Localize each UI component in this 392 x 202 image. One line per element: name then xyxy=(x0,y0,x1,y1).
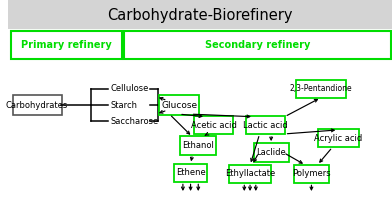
Text: Primary refinery: Primary refinery xyxy=(22,40,112,50)
Text: Ethyllactate: Ethyllactate xyxy=(225,169,275,178)
Text: Glucose: Glucose xyxy=(161,101,197,109)
Text: Saccharose: Saccharose xyxy=(110,117,158,126)
FancyBboxPatch shape xyxy=(246,116,285,134)
Text: Cellulose: Cellulose xyxy=(110,84,149,93)
Text: 2,3-Pentandione: 2,3-Pentandione xyxy=(290,84,352,93)
Text: Carbohydrates: Carbohydrates xyxy=(6,101,68,109)
FancyBboxPatch shape xyxy=(180,136,216,155)
FancyBboxPatch shape xyxy=(318,129,359,147)
Text: Laclide: Laclide xyxy=(256,148,286,157)
FancyBboxPatch shape xyxy=(296,80,346,98)
Bar xyxy=(8,0,392,29)
FancyBboxPatch shape xyxy=(124,31,391,59)
FancyBboxPatch shape xyxy=(13,96,62,115)
Text: Secondary refinery: Secondary refinery xyxy=(205,40,310,50)
Text: Ethene: Ethene xyxy=(176,168,205,177)
Text: Acrylic acid: Acrylic acid xyxy=(314,134,363,143)
FancyBboxPatch shape xyxy=(174,164,207,182)
FancyBboxPatch shape xyxy=(229,165,271,183)
Text: Ethanol: Ethanol xyxy=(182,141,214,150)
Text: Starch: Starch xyxy=(110,101,137,109)
Text: Polymers: Polymers xyxy=(292,169,331,178)
FancyBboxPatch shape xyxy=(294,165,329,183)
FancyBboxPatch shape xyxy=(194,116,233,134)
FancyBboxPatch shape xyxy=(160,96,199,115)
FancyBboxPatch shape xyxy=(11,31,122,59)
Text: Carbohydrate-Biorefinery: Carbohydrate-Biorefinery xyxy=(107,8,293,23)
FancyBboxPatch shape xyxy=(254,143,289,162)
Text: Lactic acid: Lactic acid xyxy=(243,121,288,130)
Text: Acetic acid: Acetic acid xyxy=(191,121,236,130)
